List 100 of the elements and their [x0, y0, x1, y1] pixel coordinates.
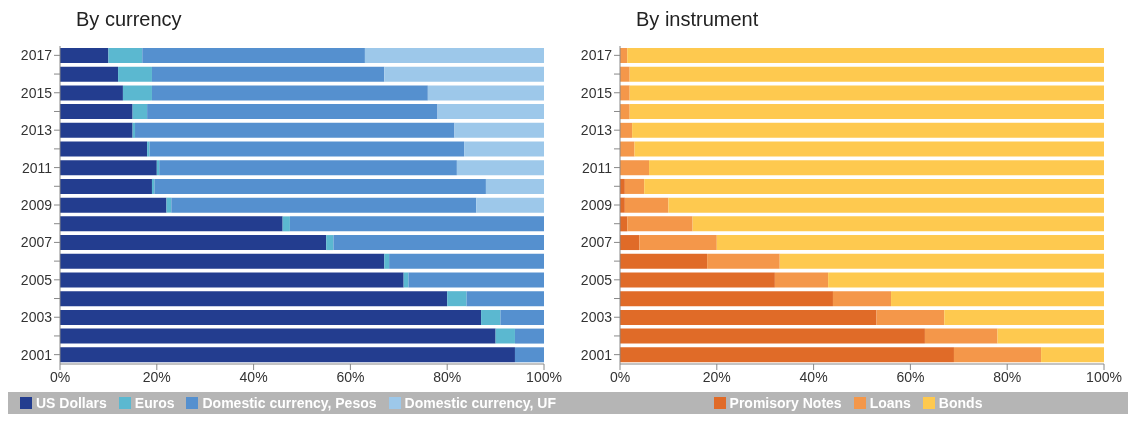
bar [147, 104, 438, 120]
bar [60, 104, 133, 120]
x-tick-label: 40% [799, 368, 828, 385]
bar [364, 48, 544, 63]
chart-title: By instrument [635, 8, 760, 32]
bar [60, 122, 133, 138]
x-tick-label: 80% [993, 368, 1022, 385]
bar [60, 216, 283, 232]
bar [692, 216, 1104, 232]
bar [620, 122, 633, 138]
bar [60, 272, 404, 288]
bar [924, 328, 998, 344]
bar [514, 328, 544, 344]
bar [627, 216, 693, 232]
bar [389, 253, 544, 269]
bar [384, 253, 390, 269]
bar [620, 347, 954, 363]
bar [132, 104, 148, 120]
bar [333, 235, 544, 251]
bar [627, 48, 1104, 63]
bar [629, 104, 1104, 120]
bar [60, 235, 327, 251]
chart-title: By currency [75, 8, 183, 32]
bar [60, 347, 515, 363]
y-tick-label: 2013 [20, 122, 53, 139]
y-tick-label: 2001 [580, 346, 613, 363]
bar [629, 85, 1104, 101]
bar [60, 309, 482, 325]
bar [466, 291, 544, 307]
y-tick-label: 2015 [20, 84, 53, 101]
bar [60, 328, 496, 344]
y-tick-label: 2009 [20, 196, 53, 213]
x-tick-label: 20% [142, 368, 171, 385]
bar [447, 291, 467, 307]
bar [997, 328, 1104, 344]
bar [620, 272, 775, 288]
bar [624, 197, 669, 213]
bar [620, 141, 635, 157]
bar [60, 85, 123, 101]
bar [891, 291, 1104, 307]
bar [408, 272, 544, 288]
bar [620, 328, 925, 344]
bar [620, 160, 650, 176]
y-tick-label: 2015 [580, 84, 613, 101]
bar [620, 309, 877, 325]
bar [60, 178, 152, 194]
legend-label: Loans [869, 395, 911, 411]
y-tick-label: 2003 [20, 309, 53, 326]
bar [171, 197, 477, 213]
bar [384, 66, 544, 82]
bar [624, 178, 645, 194]
bar [707, 253, 780, 269]
bar [774, 272, 829, 288]
bar [454, 122, 544, 138]
x-tick-label: 100% [526, 368, 562, 385]
bar [166, 197, 172, 213]
bar [60, 253, 385, 269]
bar [629, 66, 1104, 82]
y-tick-label: 2001 [20, 346, 53, 363]
bar [644, 178, 1104, 194]
bar [514, 347, 544, 363]
bar [876, 309, 945, 325]
legend-label: Promisory Notes [729, 395, 842, 411]
bar [60, 48, 109, 63]
y-tick-label: 2013 [580, 122, 613, 139]
y-tick-label: 2003 [580, 309, 613, 326]
bar [620, 235, 640, 251]
bar [154, 178, 486, 194]
bar [326, 235, 334, 251]
bar [632, 122, 1104, 138]
bar [779, 253, 1104, 269]
bar [481, 309, 501, 325]
bar [639, 235, 717, 251]
y-tick-label: 2017 [20, 47, 53, 64]
y-tick-label: 2011 [581, 159, 613, 176]
bar [142, 48, 365, 63]
bar [620, 253, 708, 269]
bar [159, 160, 457, 176]
y-tick-label: 2009 [580, 196, 613, 213]
bar [832, 291, 892, 307]
bar [149, 141, 465, 157]
bar [60, 291, 448, 307]
x-tick-label: 80% [433, 368, 462, 385]
legend-label: US Dollars [35, 395, 107, 411]
bar [122, 85, 152, 101]
y-tick-label: 2007 [580, 234, 613, 251]
bar [60, 160, 157, 176]
bar [135, 122, 455, 138]
y-tick-label: 2007 [20, 234, 53, 251]
bar [668, 197, 1104, 213]
bar [289, 216, 544, 232]
y-tick-label: 2011 [21, 159, 53, 176]
bar [151, 85, 428, 101]
bar [495, 328, 515, 344]
bar [437, 104, 544, 120]
bar [828, 272, 1104, 288]
legend-label: Domestic currency, Pesos [202, 395, 377, 411]
legend-label: Bonds [938, 395, 983, 411]
bar [118, 66, 152, 82]
x-tick-label: 0% [49, 368, 71, 385]
